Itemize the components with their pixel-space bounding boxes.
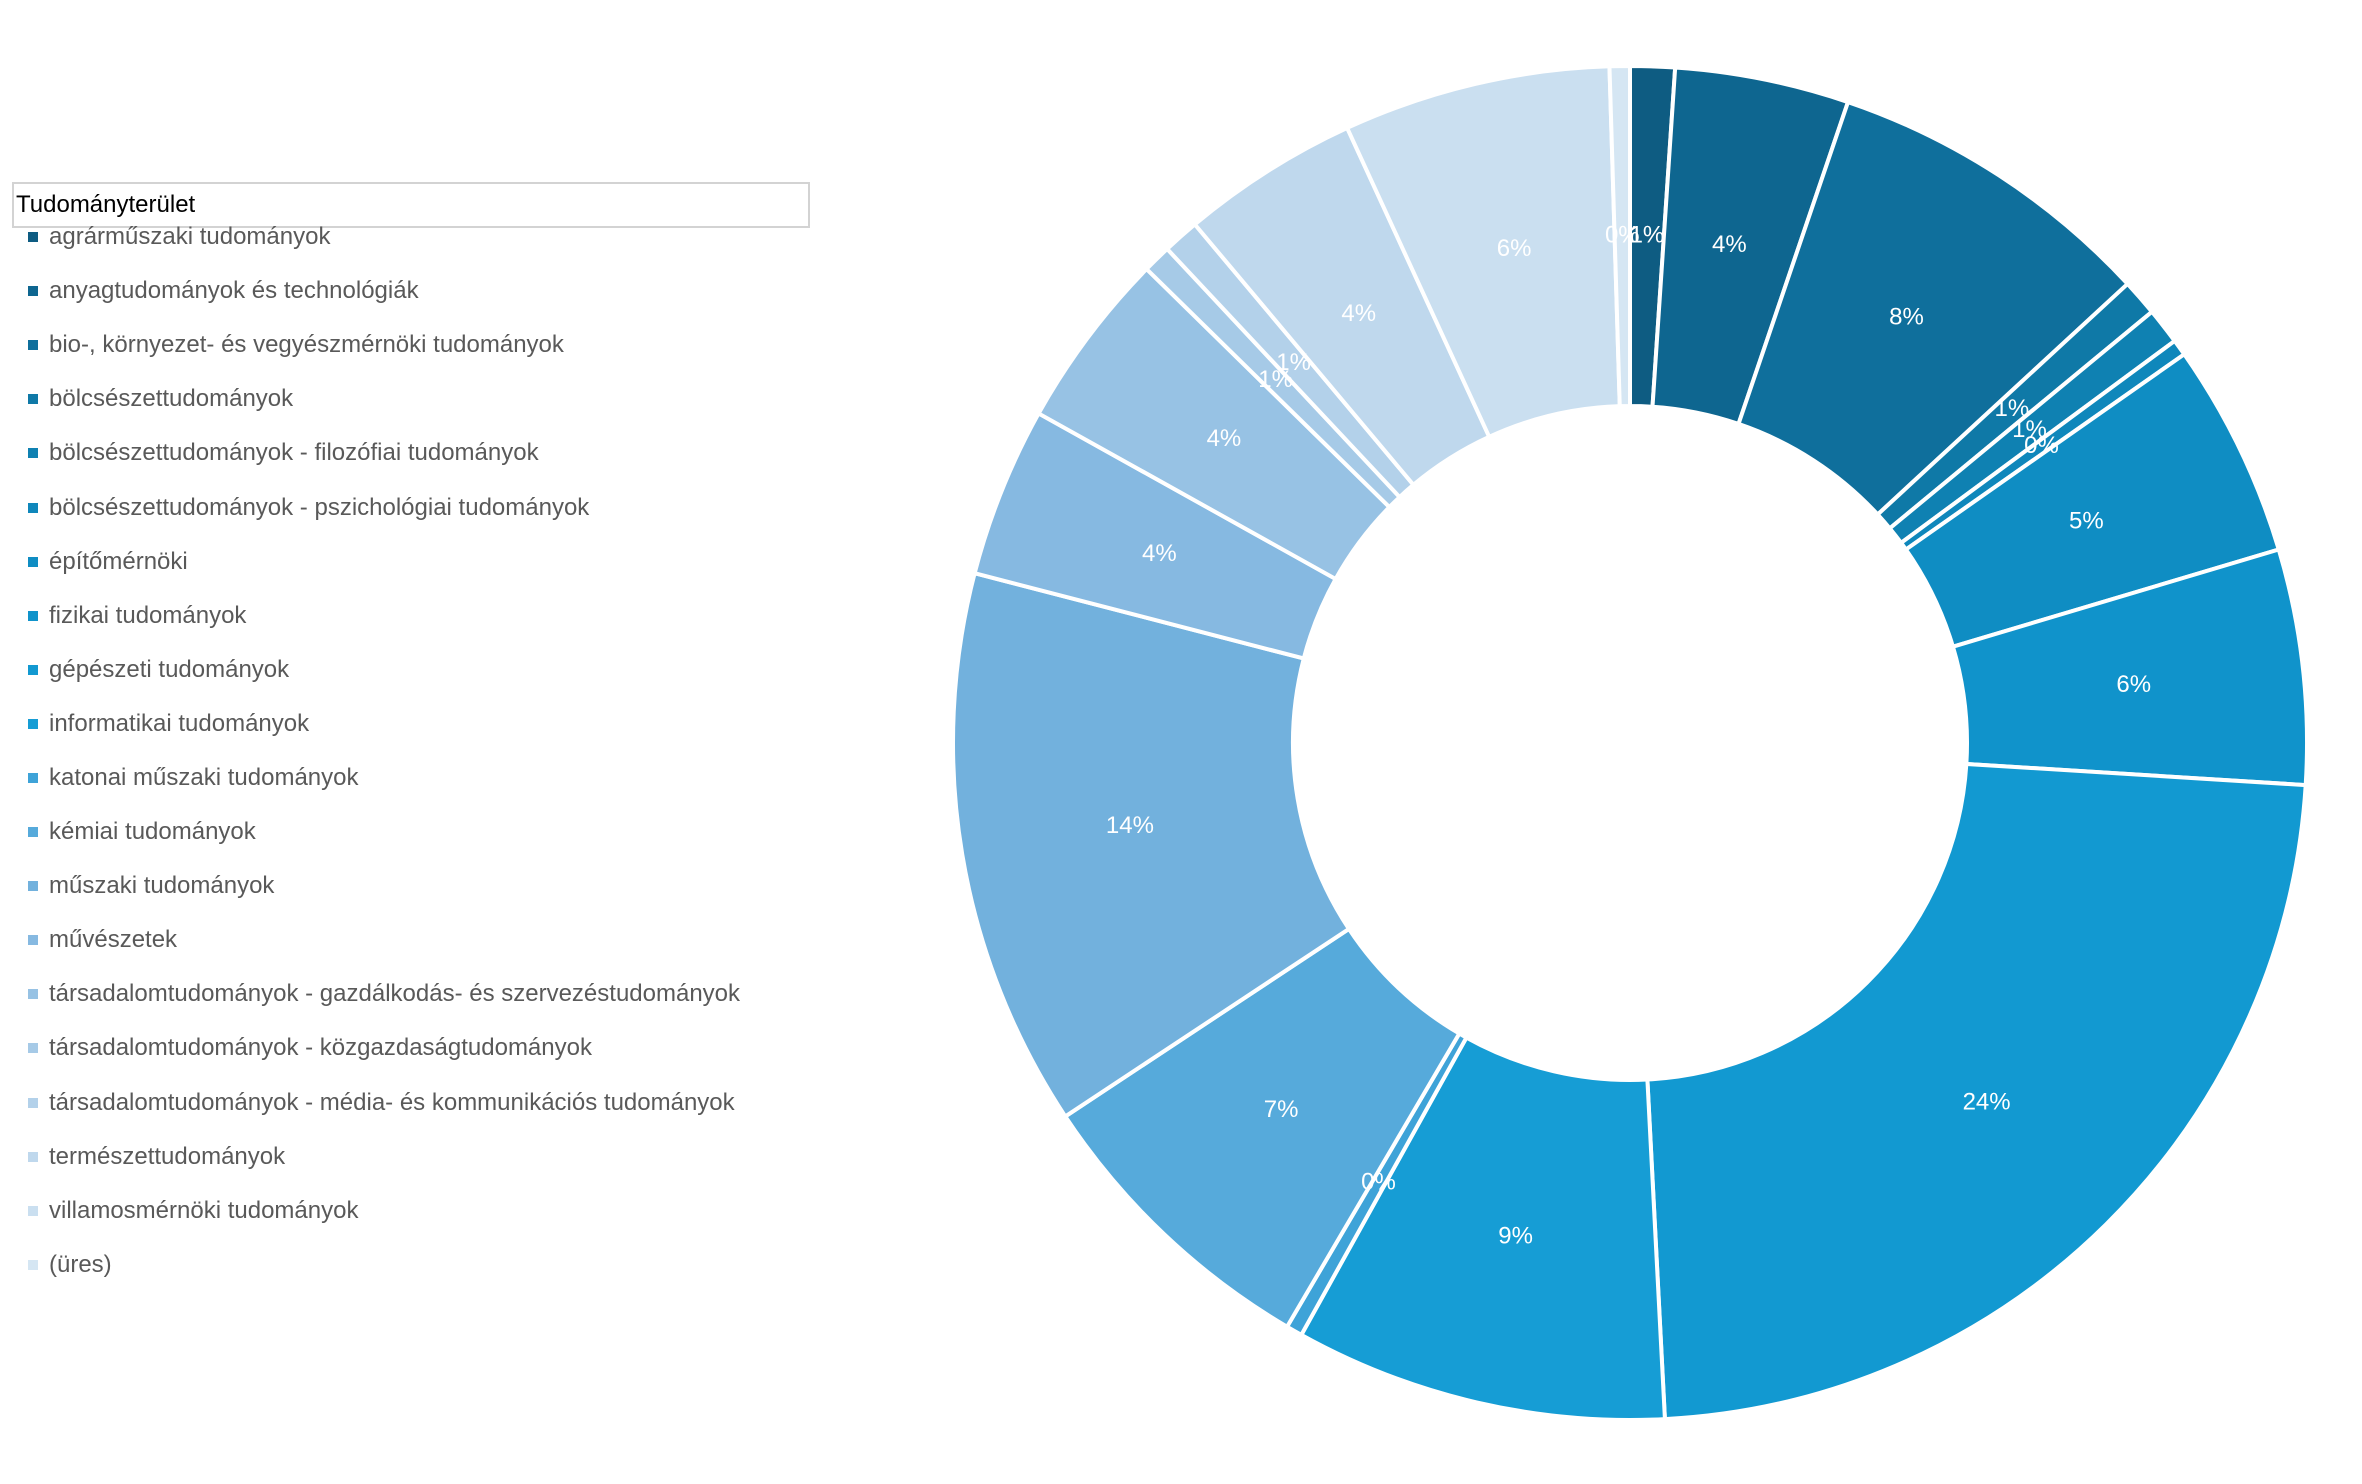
legend-swatch <box>28 1259 38 1270</box>
legend-label: agrárműszaki tudományok <box>49 223 331 251</box>
legend-item: informatikai tudományok <box>12 697 812 751</box>
legend-item: művészetek <box>12 913 812 967</box>
legend-swatch <box>28 664 38 675</box>
donut-slice <box>1645 761 2308 1422</box>
legend-swatch <box>28 935 38 946</box>
legend-items: agrárműszaki tudományok anyagtudományok é… <box>12 210 812 1292</box>
legend-label: fizikai tudományok <box>49 601 247 629</box>
legend-item: anyagtudományok és technológiák <box>12 264 812 318</box>
slice-data-label: 9% <box>1498 1222 1533 1249</box>
legend-item: gépészeti tudományok <box>12 643 812 697</box>
legend-item: katonai műszaki tudományok <box>12 751 812 805</box>
donut-labels: 1% 4%8%1%1%0%5%6%24%9%0%7%14%4%4%1%1%4%6%… <box>1106 221 2151 1249</box>
legend-label: műszaki tudományok <box>49 872 275 900</box>
donut-slice <box>1735 99 2131 518</box>
legend-swatch <box>28 772 38 783</box>
legend-item: természettudományok <box>12 1130 812 1184</box>
legend-label: villamosmérnöki tudományok <box>49 1196 359 1224</box>
donut-slice <box>1298 1034 1668 1422</box>
donut-slice <box>1607 63 1632 409</box>
slice-data-label: 8% <box>1889 303 1924 330</box>
legend-swatch <box>28 1097 38 1108</box>
slice-data-label: 5% <box>2069 507 2104 534</box>
legend-label: bölcsészettudományok <box>49 385 294 413</box>
legend-swatch <box>28 1205 38 1216</box>
slice-data-label: 4% <box>1341 300 1376 327</box>
legend-item: bölcsészettudományok - pszichológiai tud… <box>12 480 812 534</box>
legend-swatch <box>28 718 38 729</box>
legend-swatch <box>28 827 38 838</box>
legend-label: művészetek <box>49 926 178 954</box>
legend-item: agrárműszaki tudományok <box>12 210 812 264</box>
legend-label: anyagtudományok és technológiák <box>49 277 419 305</box>
legend-swatch <box>28 556 38 567</box>
legend-title: Tudományterület <box>12 182 810 228</box>
legend-label: társadalomtudományok - média- és kommuni… <box>49 1088 735 1116</box>
slice-data-label: 24% <box>1963 1089 2011 1116</box>
legend-item: fizikai tudományok <box>12 589 812 643</box>
legend-label: informatikai tudományok <box>49 709 310 737</box>
slice-data-label: 0% <box>2024 432 2059 459</box>
slice-data-label: 1% <box>2012 416 2047 443</box>
legend-item: bio-, környezet- és vegyészmérnöki tudom… <box>12 318 812 372</box>
legend-swatch <box>28 881 38 892</box>
legend-label: bölcsészettudományok - filozófiai tudomá… <box>49 439 539 467</box>
legend-swatch <box>28 340 38 351</box>
legend-swatch <box>28 1043 38 1054</box>
slice-data-label: 0% <box>1361 1169 1396 1196</box>
legend-item: bölcsészettudományok <box>12 372 812 426</box>
legend-swatch <box>28 502 38 513</box>
slice-data-label: 14% <box>1106 812 1154 839</box>
slice-data-label: 0% <box>1605 221 1640 248</box>
legend-label: bölcsészettudományok - pszichológiai tud… <box>49 493 590 521</box>
legend-swatch <box>28 394 38 405</box>
legend-item: társadalomtudományok - közgazdaságtudomá… <box>12 1021 812 1075</box>
legend-label: gépészeti tudományok <box>49 655 290 683</box>
legend-label: kémiai tudományok <box>49 818 256 846</box>
legend-label: (üres) <box>49 1250 112 1278</box>
legend-label: társadalomtudományok - gazdálkodás- és s… <box>49 980 741 1008</box>
slice-data-label: 6% <box>1497 235 1532 262</box>
slice-data-label: 1% <box>1276 349 1311 376</box>
slice-data-label: 4% <box>1142 540 1177 567</box>
slice-data-label: 1% <box>1258 366 1293 393</box>
slice-data-label: 1% <box>1995 395 2030 422</box>
legend-item: műszaki tudományok <box>12 859 812 913</box>
legend-swatch <box>28 448 38 459</box>
slice-data-label: 1% <box>1630 222 1665 249</box>
slice-data-label: 7% <box>1264 1096 1299 1123</box>
legend-item: kémiai tudományok <box>12 805 812 859</box>
legend-swatch <box>28 1151 38 1162</box>
legend-item: társadalomtudományok - média- és kommuni… <box>12 1076 812 1130</box>
donut-slice <box>951 570 1352 1120</box>
legend-label: természettudományok <box>49 1142 286 1170</box>
legend-item: társadalomtudományok - gazdálkodás- és s… <box>12 967 812 1021</box>
legend-swatch <box>28 286 38 297</box>
legend-label: társadalomtudományok - közgazdaságtudomá… <box>49 1034 592 1062</box>
legend-item: (üres) <box>12 1238 812 1292</box>
slice-data-label: 4% <box>1207 425 1242 452</box>
legend-swatch <box>28 989 38 1000</box>
slice-data-label: 4% <box>1712 231 1747 258</box>
slice-data-label: 6% <box>2116 671 2151 698</box>
legend-label: katonai műszaki tudományok <box>49 763 359 791</box>
legend-label: bio-, környezet- és vegyészmérnöki tudom… <box>49 331 564 359</box>
donut-slices <box>951 63 2309 1422</box>
legend-label: építőmérnöki <box>49 547 188 575</box>
legend: Tudományterület agrárműszaki tudományok a… <box>12 182 812 1292</box>
legend-swatch <box>28 232 38 243</box>
legend-item: villamosmérnöki tudományok <box>12 1184 812 1238</box>
legend-item: bölcsészettudományok - filozófiai tudomá… <box>12 426 812 480</box>
legend-swatch <box>28 610 38 621</box>
legend-item: építőmérnöki <box>12 535 812 589</box>
